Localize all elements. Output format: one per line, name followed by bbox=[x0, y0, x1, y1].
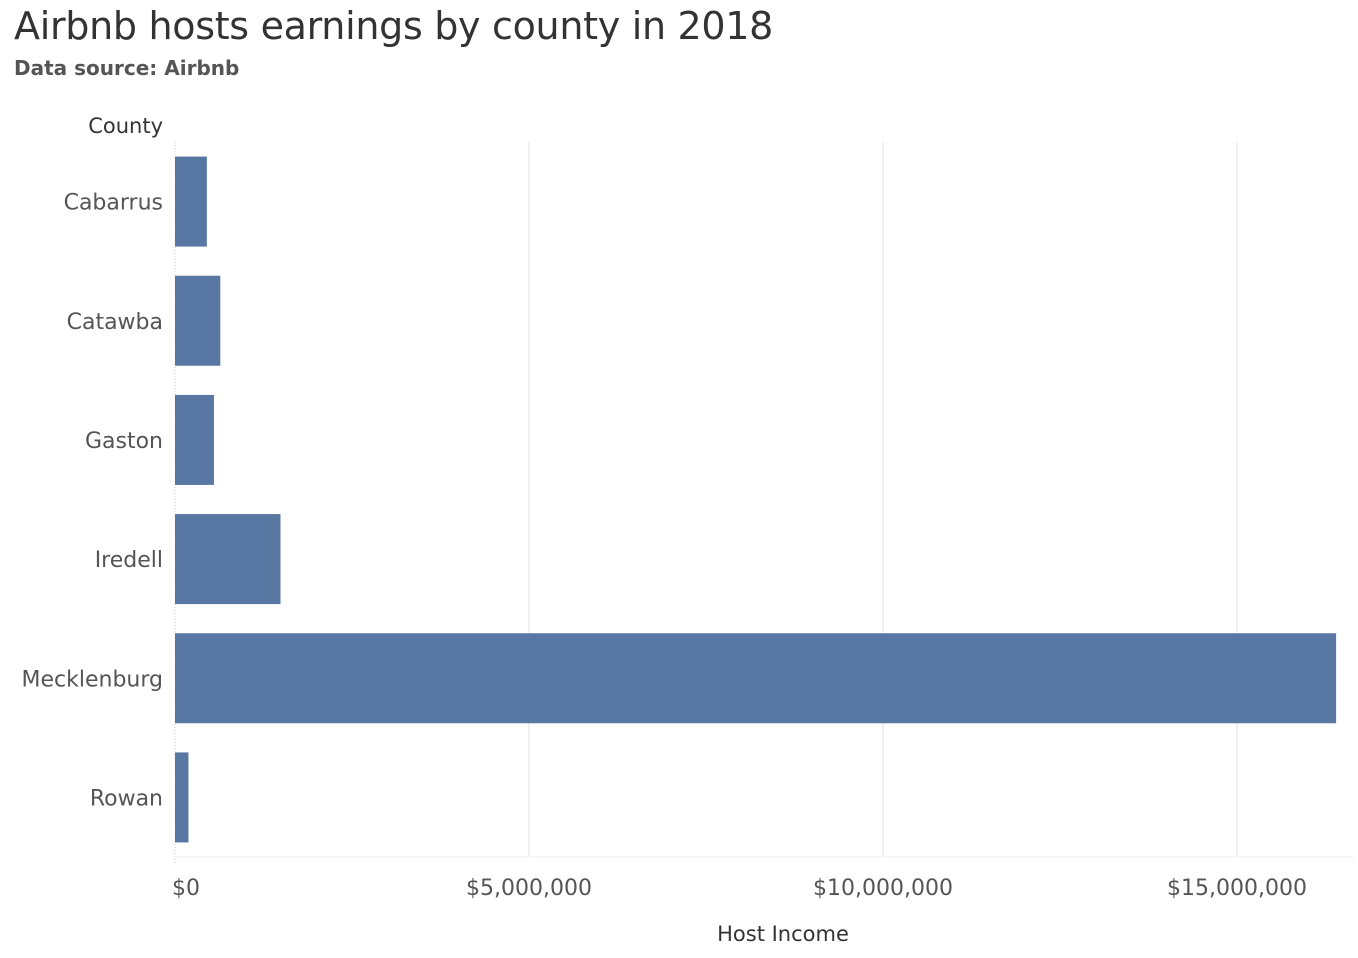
category-label: Cabarrus bbox=[64, 191, 163, 216]
x-tick-label: $15,000,000 bbox=[1167, 876, 1307, 901]
x-tick-label: $10,000,000 bbox=[813, 876, 953, 901]
category-label: Iredell bbox=[95, 548, 163, 573]
category-labels: Cabarrus Catawba Gaston Iredell Mecklenburg R… bbox=[22, 191, 163, 812]
bar-rowan bbox=[175, 752, 189, 843]
gridlines bbox=[174, 142, 1354, 865]
x-tick-label: $5,000,000 bbox=[466, 876, 592, 901]
category-label: Mecklenburg bbox=[22, 667, 163, 692]
x-axis-title: Host Income bbox=[717, 922, 849, 946]
x-axis-ticks: $0 $5,000,000 $10,000,000 $15,000,000 bbox=[172, 876, 1307, 901]
category-label: Gaston bbox=[85, 429, 163, 454]
chart-title: Airbnb hosts earnings by county in 2018 bbox=[14, 4, 774, 48]
bar-iredell bbox=[175, 514, 281, 605]
bar-gaston bbox=[175, 394, 214, 485]
category-label: Catawba bbox=[67, 310, 163, 335]
bars bbox=[175, 156, 1337, 843]
bar-mecklenburg bbox=[175, 633, 1337, 724]
bar-catawba bbox=[175, 275, 221, 366]
x-tick-label: $0 bbox=[172, 876, 200, 901]
category-label: Rowan bbox=[90, 786, 163, 811]
chart-subtitle: Data source: Airbnb bbox=[14, 56, 240, 80]
y-axis-title: County bbox=[88, 114, 163, 138]
bar-cabarrus bbox=[175, 156, 207, 247]
